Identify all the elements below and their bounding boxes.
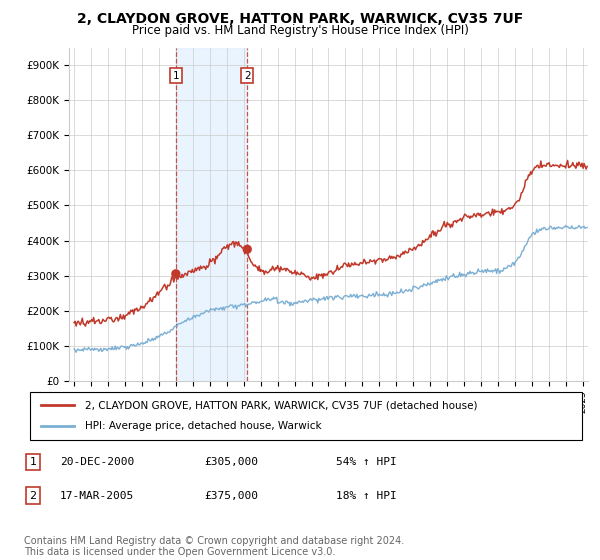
Bar [176, 48, 247, 381]
Text: 2, CLAYDON GROVE, HATTON PARK, WARWICK, CV35 7UF (detached house): 2, CLAYDON GROVE, HATTON PARK, WARWICK, … [85, 400, 478, 410]
Text: 17-MAR-2005: 17-MAR-2005 [60, 491, 134, 501]
Text: 54% ↑ HPI: 54% ↑ HPI [336, 457, 397, 467]
FancyBboxPatch shape [30, 392, 582, 440]
Text: 2: 2 [29, 491, 37, 501]
Text: Price paid vs. HM Land Registry's House Price Index (HPI): Price paid vs. HM Land Registry's House … [131, 24, 469, 37]
Point [242, 245, 252, 254]
Text: £305,000: £305,000 [204, 457, 258, 467]
Text: 2: 2 [244, 71, 251, 81]
Text: 18% ↑ HPI: 18% ↑ HPI [336, 491, 397, 501]
Point [171, 269, 181, 278]
Text: 1: 1 [173, 71, 179, 81]
Text: 20-DEC-2000: 20-DEC-2000 [60, 457, 134, 467]
Text: Contains HM Land Registry data © Crown copyright and database right 2024.
This d: Contains HM Land Registry data © Crown c… [24, 535, 404, 557]
Text: 1: 1 [29, 457, 37, 467]
Text: £375,000: £375,000 [204, 491, 258, 501]
Text: 2, CLAYDON GROVE, HATTON PARK, WARWICK, CV35 7UF: 2, CLAYDON GROVE, HATTON PARK, WARWICK, … [77, 12, 523, 26]
Text: HPI: Average price, detached house, Warwick: HPI: Average price, detached house, Warw… [85, 421, 322, 431]
